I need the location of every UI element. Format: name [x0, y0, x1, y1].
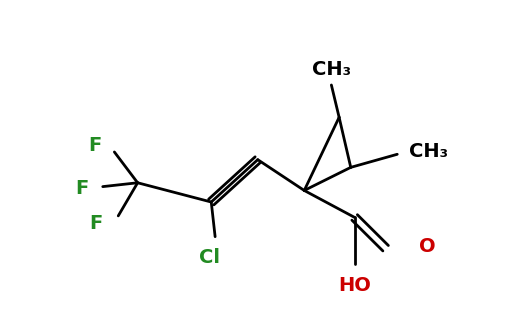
Text: F: F — [90, 214, 103, 233]
Text: F: F — [76, 179, 89, 198]
Text: HO: HO — [338, 276, 371, 295]
Text: Cl: Cl — [199, 248, 220, 267]
Text: CH₃: CH₃ — [409, 142, 448, 162]
Text: CH₃: CH₃ — [312, 60, 351, 79]
Text: O: O — [419, 237, 436, 256]
Text: F: F — [88, 135, 101, 155]
